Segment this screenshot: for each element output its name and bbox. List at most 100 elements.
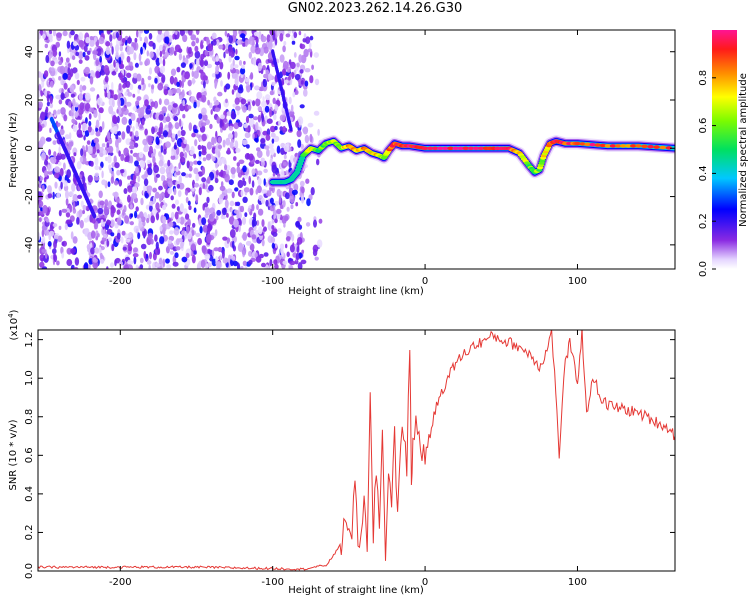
noise-speckle [197,238,202,245]
noise-speckle [276,209,282,214]
noise-speckle [206,37,209,43]
noise-speckle [100,109,103,113]
noise-speckle [167,160,170,167]
noise-speckle [59,226,62,230]
noise-speckle [280,244,284,250]
noise-speckle [47,185,52,193]
noise-speckle [159,57,162,64]
noise-speckle [93,50,98,54]
noise-speckle [204,60,208,66]
noise-speckle [194,207,197,213]
noise-speckle [63,163,66,170]
noise-speckle [236,211,239,219]
noise-speckle [255,189,258,195]
noise-speckle [122,231,126,236]
noise-speckle [194,46,198,52]
noise-speckle [236,40,241,45]
noise-speckle [141,78,144,85]
noise-speckle [254,85,260,90]
noise-speckle [222,250,225,259]
noise-speckle [76,217,79,225]
noise-speckle [258,178,262,186]
colorbar: 0.00.20.40.60.8 Normalized spectral ampl… [698,30,749,277]
noise-speckle [185,213,189,219]
noise-speckle [133,176,136,185]
noise-speckle [70,30,75,35]
noise-speckle [154,234,158,241]
noise-speckle [252,133,255,140]
noise-speckle [205,50,209,56]
noise-speckle [107,155,111,164]
noise-speckle [136,30,139,38]
noise-speckle [54,254,57,262]
noise-speckle [178,190,182,197]
noise-speckle [61,252,64,258]
noise-speckle [188,80,192,87]
noise-speckle [137,232,140,239]
noise-speckle [66,198,69,206]
noise-speckle [124,215,129,223]
noise-speckle [182,100,185,106]
noise-speckle [252,100,255,106]
noise-speckle [181,82,184,88]
noise-speckle [201,177,206,182]
x-tick-label: -200 [109,577,132,588]
noise-speckle [273,259,277,265]
noise-speckle [216,116,220,123]
noise-speckle [203,225,208,233]
noise-speckle [196,59,199,67]
noise-speckle [170,251,174,255]
noise-speckle [44,70,48,77]
noise-speckle [308,48,312,52]
noise-speckle [220,120,223,128]
noise-speckle [121,107,126,111]
noise-speckle [50,96,53,104]
noise-speckle [179,53,182,60]
noise-speckle [243,261,247,266]
noise-speckle [246,144,250,148]
noise-speckle [71,183,75,192]
noise-speckle [65,190,69,199]
noise-speckle [250,188,254,196]
noise-speckle [220,186,226,191]
noise-speckle [39,217,42,222]
noise-speckle [50,60,55,66]
noise-speckle [241,98,247,104]
noise-speckle [172,88,177,94]
noise-speckle [104,199,108,207]
noise-speckle [233,28,237,36]
noise-speckle [254,32,260,37]
noise-speckle [161,175,164,181]
noise-speckle [289,261,295,265]
noise-speckle [114,259,117,266]
noise-speckle [167,172,173,179]
noise-speckle [311,65,314,70]
noise-speckle [248,176,251,185]
noise-speckle [106,47,111,55]
noise-speckle [108,237,112,241]
noise-speckle [140,258,144,264]
noise-speckle [232,241,235,249]
noise-speckle [236,202,240,207]
noise-speckle [299,31,302,35]
noise-speckle [153,43,156,50]
noise-speckle [203,80,206,88]
x-tick-label: -100 [261,577,284,588]
noise-speckle [72,98,75,106]
noise-speckle [227,111,232,116]
noise-speckle [142,119,145,126]
noise-speckle [225,138,230,146]
x-tick-label: 100 [568,577,587,588]
noise-speckle [311,187,315,195]
noise-speckle [215,147,219,155]
noise-speckle [66,169,71,178]
noise-speckle [222,237,227,241]
noise-speckle [77,195,82,199]
noise-speckle [125,66,131,70]
noise-speckle [181,172,186,176]
noise-speckle [116,109,118,114]
noise-speckle [300,104,305,108]
noise-speckle [55,42,60,48]
noise-speckle [267,118,273,124]
noise-speckle [133,253,139,257]
